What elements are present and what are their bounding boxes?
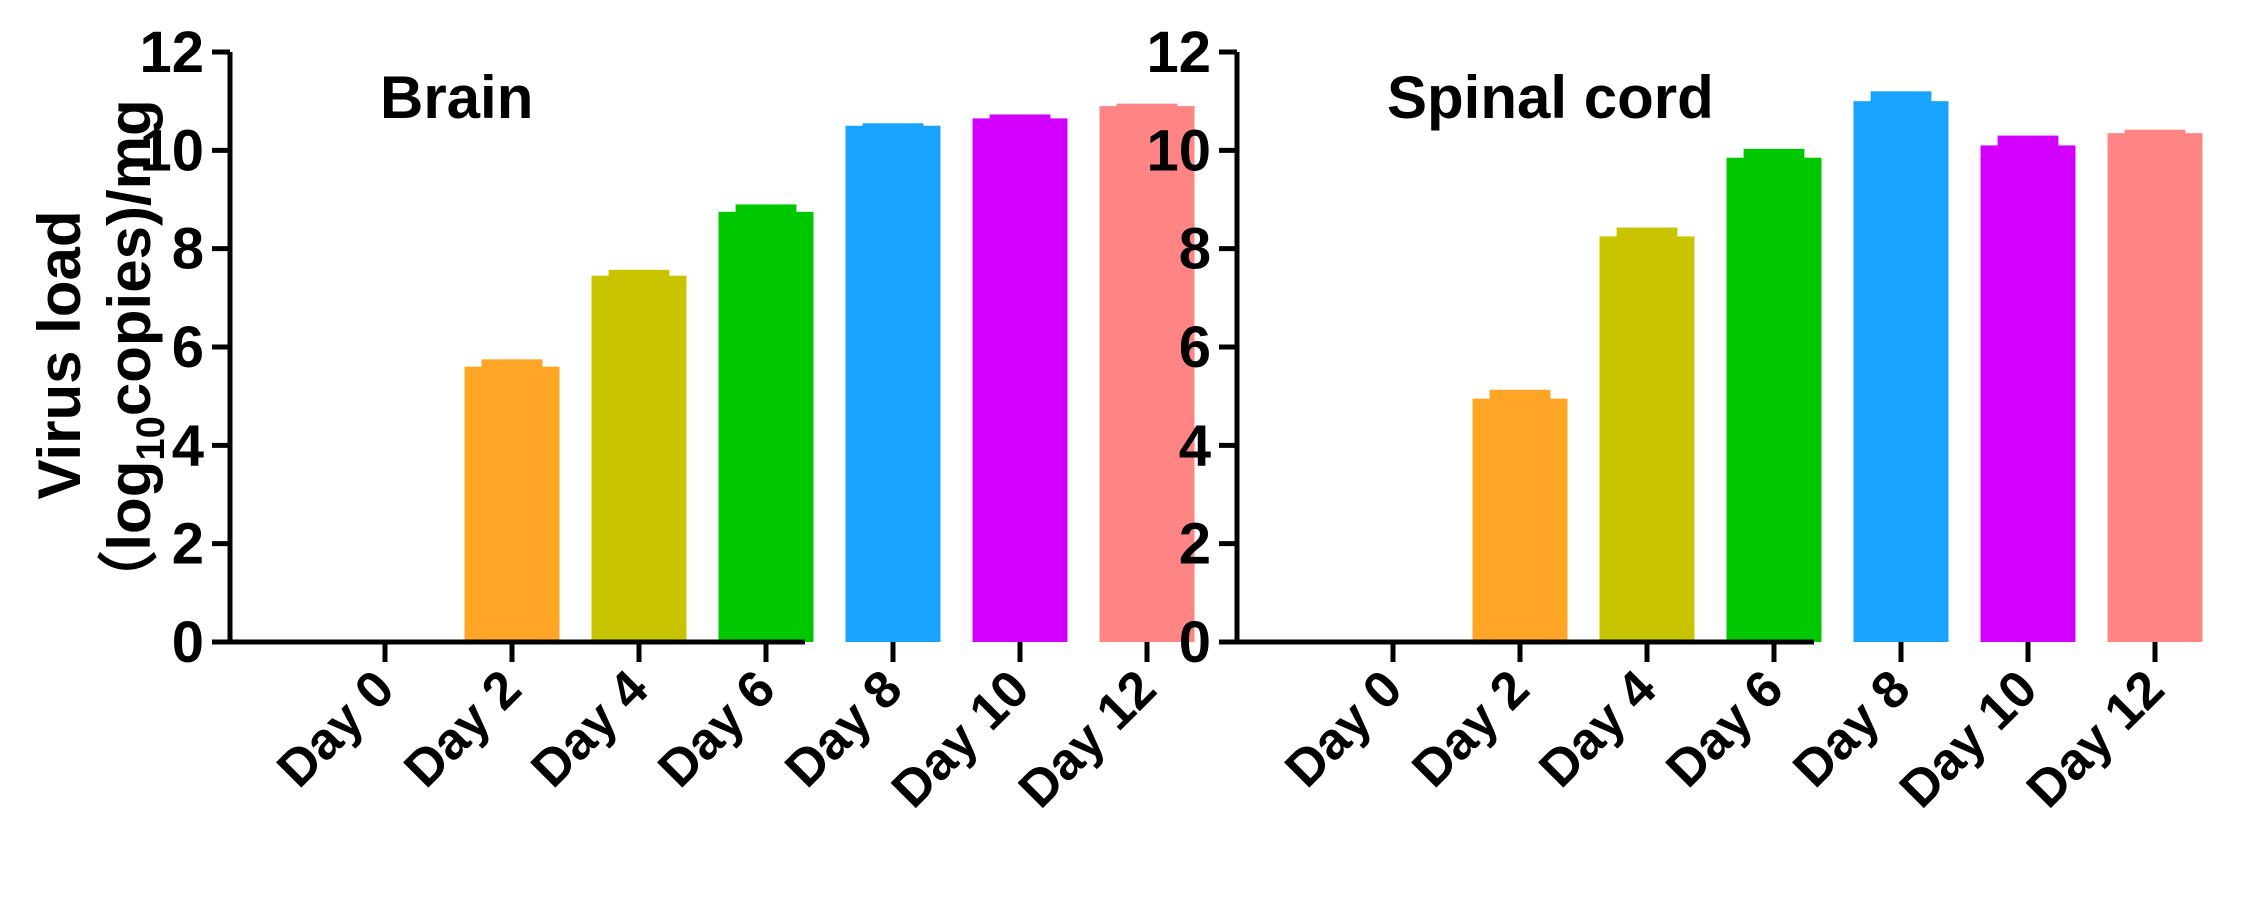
brain-panel-title: Brain: [380, 64, 533, 131]
spinal-cord-category-label-0: Day 0: [1274, 659, 1413, 798]
brain-error-bar-1: [481, 359, 543, 369]
spinal-cord-y-tick-label-4: 8: [1179, 217, 1211, 282]
spinal-cord-panel-title: Spinal cord: [1387, 64, 1714, 131]
brain-bar-5: [972, 118, 1068, 642]
spinal-cord-category-label-1: Day 2: [1401, 659, 1540, 798]
spinal-cord-y-tick-label-5: 10: [1146, 118, 1211, 183]
spinal-cord-error-bar-3: [1743, 148, 1805, 160]
spinal-cord-error-bar-1: [1489, 389, 1551, 401]
brain-bar-1: [464, 366, 560, 642]
spinal-cord-y-tick-label-6: 12: [1146, 20, 1211, 85]
y-axis-title-2: （log10copies)/mg: [96, 99, 173, 610]
brain-y-tick-label-5: 10: [139, 118, 204, 183]
brain-y-tick-label-3: 6: [172, 315, 204, 380]
y-axis-title-line1: Virus load: [26, 211, 93, 500]
spinal-cord-y-tick-label-2: 4: [1179, 413, 1211, 478]
spinal-cord-category-label-5: Day 10: [1889, 659, 2049, 819]
brain-category-label-5: Day 10: [881, 659, 1041, 819]
brain-bar-4: [845, 125, 941, 642]
brain-bar-3: [718, 211, 814, 642]
brain-category-label-3: Day 6: [647, 659, 786, 798]
spinal-cord-error-bar-5: [1997, 135, 2059, 148]
spinal-cord-y-tick-label-3: 6: [1179, 315, 1211, 380]
brain-category-label-2: Day 4: [520, 659, 659, 798]
brain-error-bar-4: [862, 123, 924, 128]
brain-y-tick-label-6: 12: [139, 20, 204, 85]
y-axis-title: Virus load: [26, 211, 93, 500]
spinal-cord-bar-6: [2107, 133, 2203, 642]
brain-bar-2: [591, 275, 687, 642]
brain-error-bar-5: [989, 114, 1051, 121]
brain-error-bar-2: [608, 269, 670, 278]
brain-y-tick-label-1: 2: [172, 512, 204, 577]
brain-error-bar-6: [1116, 103, 1178, 109]
brain-y-tick-label-0: 0: [172, 610, 204, 675]
spinal-cord-bar-1: [1472, 398, 1568, 642]
spinal-cord-error-bar-4: [1870, 91, 1932, 104]
spinal-cord-error-bar-6: [2124, 129, 2186, 136]
spinal-cord-bar-2: [1599, 236, 1695, 642]
brain-bar-6: [1099, 106, 1195, 643]
spinal-cord-bar-5: [1980, 145, 2076, 642]
brain-y-tick-label-2: 4: [172, 413, 204, 478]
spinal-cord-bar-3: [1726, 157, 1822, 643]
spinal-cord-y-tick-label-1: 2: [1179, 512, 1211, 577]
spinal-cord-category-label-2: Day 4: [1528, 659, 1667, 798]
spinal-cord-bar-4: [1853, 101, 1949, 642]
brain-category-label-0: Day 0: [266, 659, 405, 798]
brain-category-label-1: Day 2: [393, 659, 532, 798]
brain-category-label-6: Day 12: [1008, 659, 1168, 819]
spinal-cord-category-label-3: Day 6: [1655, 659, 1794, 798]
spinal-cord-error-bar-2: [1616, 227, 1678, 239]
spinal-cord-y-tick-label-0: 0: [1179, 610, 1211, 675]
brain-y-tick-label-4: 8: [172, 217, 204, 282]
y-axis-title-line2: （log10copies)/mg: [96, 99, 173, 610]
spinal-cord-category-label-6: Day 12: [2016, 659, 2176, 819]
brain-error-bar-3: [735, 204, 797, 214]
